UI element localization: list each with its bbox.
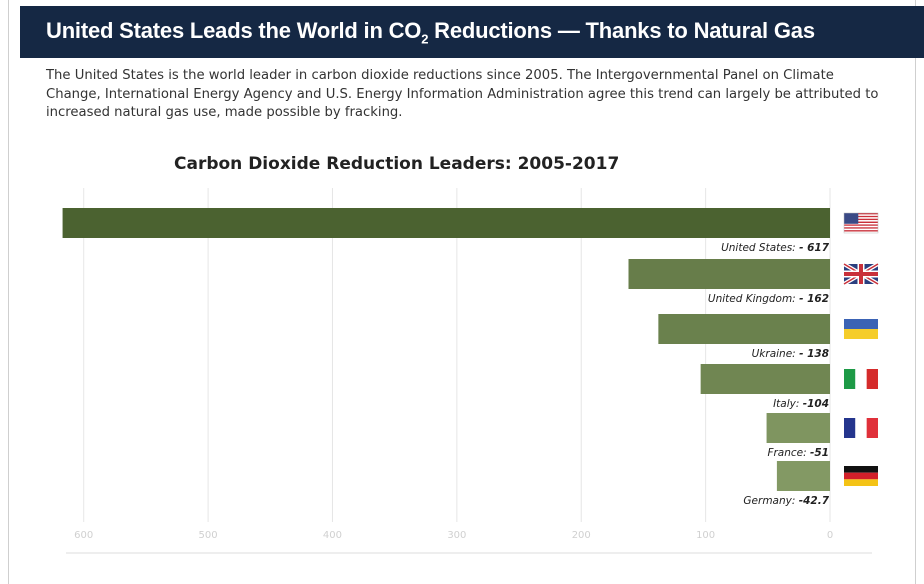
- bar-label: Ukraine: - 138: [752, 348, 829, 360]
- x-tick-label: 200: [572, 530, 591, 541]
- bar-value-label: -42.7: [799, 495, 830, 507]
- bar-category-label: United Kingdom:: [708, 293, 799, 305]
- x-tick-label: 600: [74, 530, 93, 541]
- bar-label: United Kingdom: - 162: [708, 293, 829, 305]
- bar-category-label: Ukraine:: [752, 348, 799, 360]
- header-banner: United States Leads the World in CO2 Red…: [20, 6, 924, 58]
- bar-category-label: France:: [767, 447, 810, 459]
- bar: [776, 461, 830, 491]
- uk-flag-icon: [842, 262, 880, 286]
- card: [8, 0, 916, 584]
- bar: [62, 208, 831, 238]
- bar-label: France: -51: [767, 447, 829, 459]
- bar-label: Italy: -104: [773, 398, 829, 410]
- us-flag-icon: [843, 212, 879, 234]
- bar-category-label: Italy:: [773, 398, 803, 410]
- x-tick-label: 400: [323, 530, 342, 541]
- bar: [700, 364, 830, 394]
- ukraine-flag-icon: [844, 319, 878, 339]
- bar-value-label: - 162: [799, 293, 829, 305]
- x-tick-label: 300: [447, 530, 466, 541]
- bar-category-label: United States:: [721, 242, 799, 254]
- bar-label: Germany: -42.7: [743, 495, 829, 507]
- x-tick-label: 100: [696, 530, 715, 541]
- bar: [766, 413, 830, 443]
- intro-paragraph: The United States is the world leader in…: [46, 68, 879, 120]
- germany-flag-icon: [844, 466, 878, 486]
- bar-value-label: - 138: [799, 348, 829, 360]
- x-tick-label: 0: [827, 530, 833, 541]
- bar-value-label: - 617: [799, 242, 830, 254]
- bar-value-label: -51: [810, 447, 829, 459]
- bar: [628, 259, 830, 289]
- chart-title: Carbon Dioxide Reduction Leaders: 2005-2…: [174, 154, 620, 174]
- bar: [658, 314, 830, 344]
- bar-value-label: -104: [803, 398, 829, 410]
- page-title: United States Leads the World in CO2 Red…: [46, 17, 815, 47]
- x-tick-label: 500: [199, 530, 218, 541]
- france-flag-icon: [844, 418, 878, 438]
- italy-flag-icon: [844, 369, 878, 389]
- bar-label: United States: - 617: [721, 242, 830, 254]
- bar-category-label: Germany:: [743, 495, 798, 507]
